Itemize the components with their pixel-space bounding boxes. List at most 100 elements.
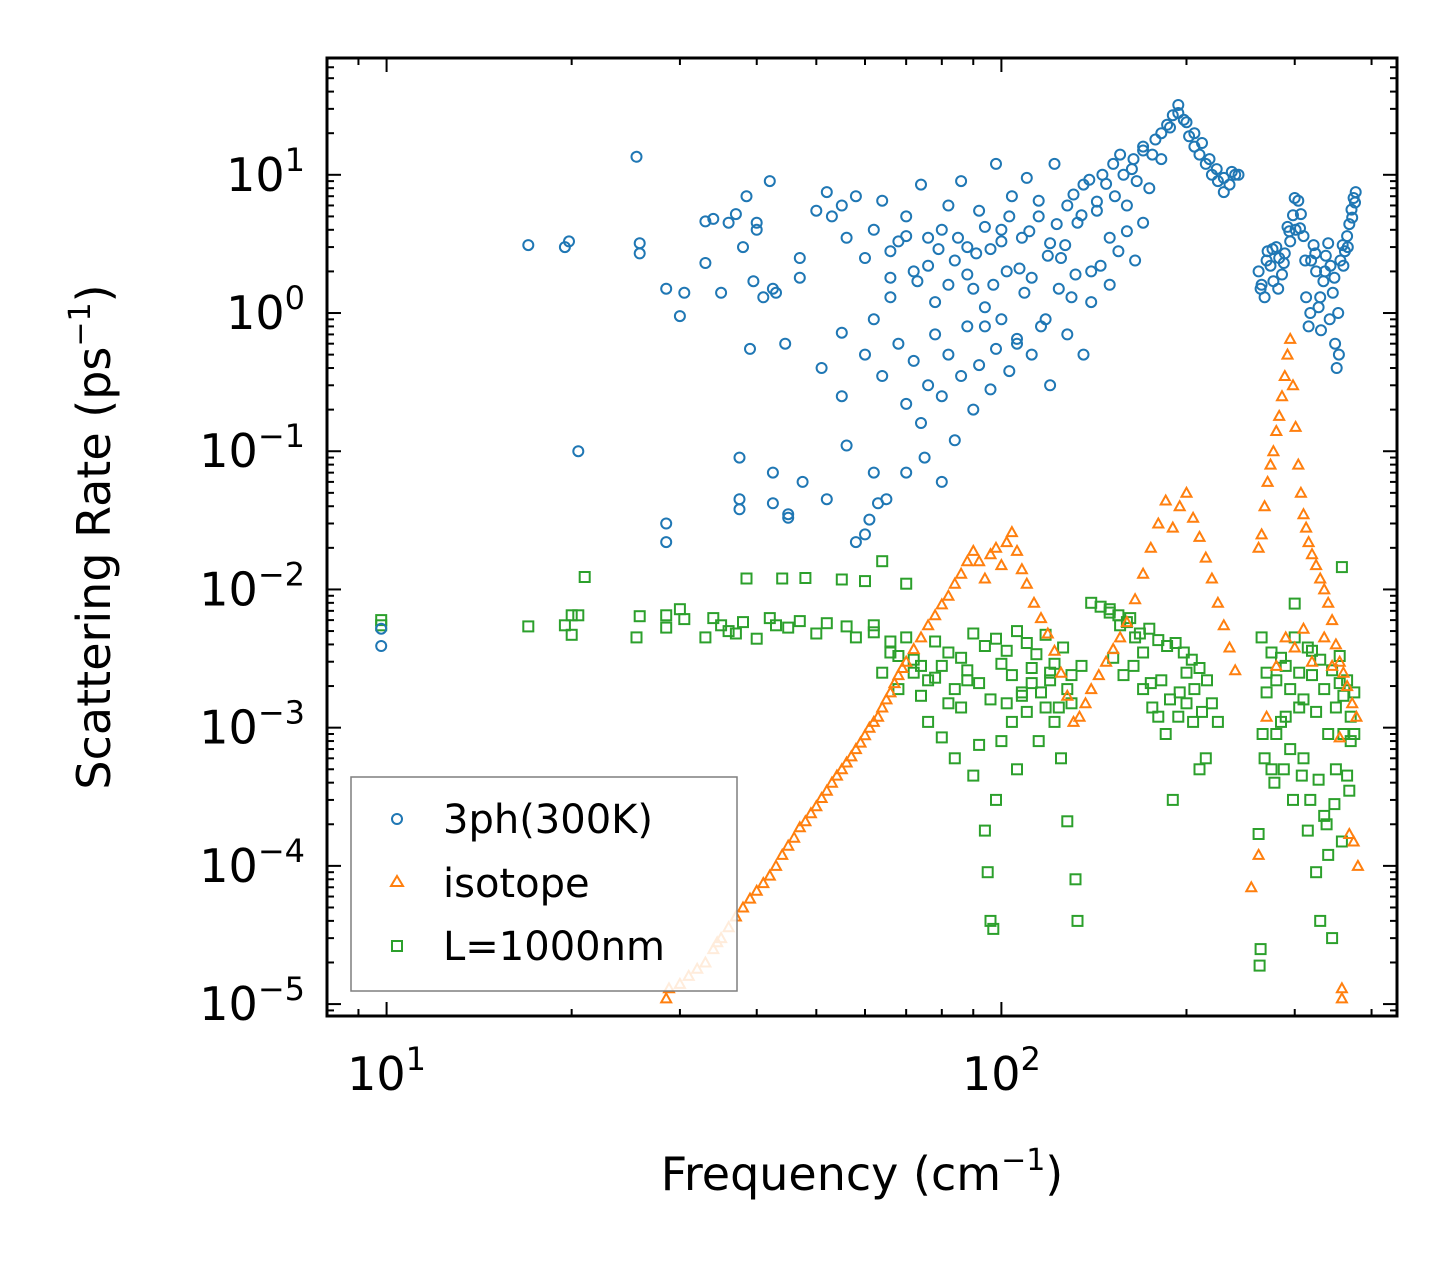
data-point (1322, 728, 1335, 740)
data-point (1333, 650, 1346, 662)
data-point (1137, 140, 1150, 153)
data-point (1128, 592, 1142, 605)
data-point (1280, 347, 1295, 360)
data-point (1288, 640, 1302, 653)
data-point (942, 199, 955, 212)
data-point (747, 275, 760, 288)
data-point (1211, 715, 1224, 728)
data-point (1047, 643, 1062, 656)
data-point (849, 742, 863, 755)
data-point (887, 676, 902, 689)
data-point (1279, 659, 1292, 672)
data-point (660, 536, 673, 549)
data-point (1351, 858, 1365, 871)
data-point (948, 576, 962, 589)
data-point (1120, 225, 1133, 238)
data-point (820, 186, 833, 199)
data-point (796, 475, 809, 488)
data-point (1117, 669, 1130, 682)
data-point (825, 210, 838, 223)
data-point (781, 838, 795, 851)
data-point (942, 697, 955, 710)
data-point (1112, 245, 1125, 258)
data-point (1169, 637, 1182, 649)
y-tick-label: 10−2 (199, 555, 305, 616)
data-point (1025, 677, 1038, 690)
data-point (1039, 701, 1052, 714)
data-point (1078, 696, 1093, 709)
data-point (1295, 769, 1308, 782)
y-tick-label: 100 (226, 279, 305, 340)
data-point (891, 668, 906, 681)
data-point (1288, 192, 1301, 204)
data-point (1272, 282, 1285, 295)
data-point (1052, 282, 1065, 295)
data-point (770, 286, 782, 299)
data-point (1287, 793, 1299, 806)
data-point (1003, 365, 1016, 378)
data-point (1114, 148, 1127, 161)
data-point (875, 700, 889, 713)
data-point (799, 572, 812, 584)
data-point (1127, 659, 1140, 672)
data-point (1018, 286, 1031, 299)
data-point (1103, 231, 1116, 244)
data-point (907, 354, 920, 367)
data-point (984, 693, 997, 706)
y-tick-label: 10−1 (199, 417, 305, 478)
data-point (922, 231, 935, 244)
data-point (1340, 679, 1354, 692)
y-axis-title-close: ) (67, 284, 121, 302)
x-axis-title-exp: −1 (1001, 1143, 1045, 1178)
data-point (1321, 595, 1335, 608)
data-point (929, 328, 942, 341)
data-point (978, 824, 991, 837)
data-point (1217, 171, 1230, 184)
data-point (1173, 499, 1187, 512)
data-point (1161, 640, 1174, 652)
data-point (994, 558, 1009, 571)
data-point (830, 768, 844, 781)
data-point (1341, 241, 1354, 254)
data-point (1205, 697, 1218, 710)
data-point (1232, 168, 1245, 181)
data-point (884, 291, 897, 304)
data-point (1172, 99, 1185, 111)
data-point (1348, 728, 1361, 740)
data-point (900, 230, 913, 243)
data-point (1075, 209, 1088, 222)
data-point (1173, 686, 1186, 699)
data-point (1120, 199, 1133, 212)
legend-marker-3ph (391, 813, 403, 825)
data-point (522, 239, 535, 252)
data-point (1146, 701, 1159, 714)
data-point (1309, 558, 1323, 571)
data-point (990, 342, 1002, 355)
data-point (989, 540, 1003, 553)
data-point (1288, 597, 1301, 610)
data-point (1254, 527, 1269, 540)
data-point (835, 199, 848, 212)
data-point (1144, 540, 1158, 553)
data-point (935, 597, 949, 610)
data-point (1032, 735, 1045, 748)
data-point (973, 677, 986, 690)
data-point (1048, 657, 1061, 670)
data-point (849, 190, 862, 203)
data-point (1050, 218, 1063, 231)
data-point (1260, 666, 1273, 679)
data-point (1288, 419, 1303, 432)
data-point (699, 631, 712, 644)
axis-layer: 101 102 10−5 10−4 10−3 10−2 10−1 100 101 (199, 57, 1397, 1101)
y-tick-label: 10−4 (199, 832, 305, 893)
data-point (840, 620, 853, 633)
data-point (859, 575, 871, 588)
data-point (736, 900, 750, 913)
data-point (867, 619, 880, 632)
data-point (867, 313, 880, 326)
data-point (1275, 389, 1289, 402)
data-point (859, 252, 871, 264)
data-point (941, 588, 956, 601)
data-point (1166, 520, 1180, 533)
data-point (1326, 286, 1339, 299)
